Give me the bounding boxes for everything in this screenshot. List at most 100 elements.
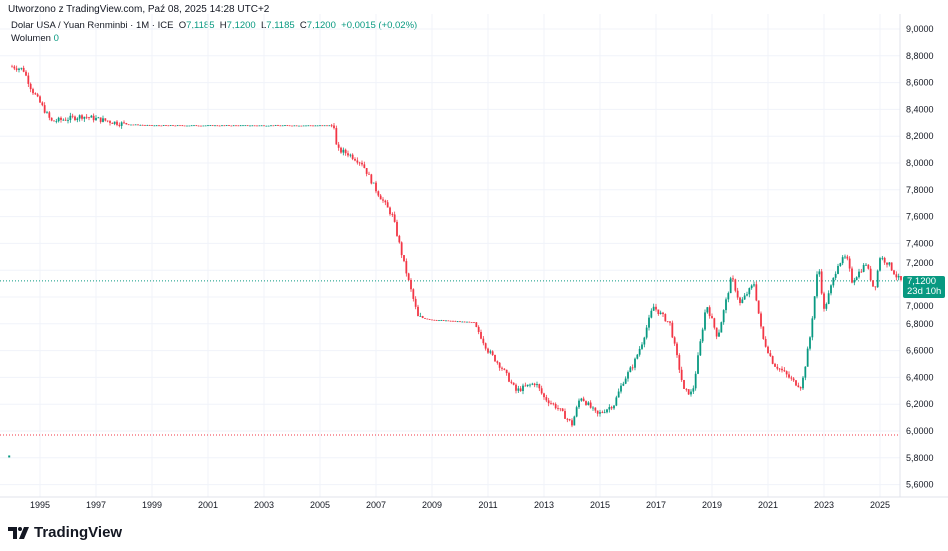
candle bbox=[886, 262, 888, 265]
candle bbox=[564, 411, 566, 419]
candle bbox=[291, 125, 293, 127]
candle bbox=[8, 455, 11, 458]
candle bbox=[53, 120, 55, 122]
candle bbox=[832, 277, 835, 286]
candle bbox=[225, 125, 228, 127]
candle bbox=[690, 391, 692, 395]
candle bbox=[277, 125, 279, 127]
candle bbox=[720, 322, 723, 333]
candle bbox=[158, 125, 160, 127]
candle bbox=[655, 306, 657, 310]
y-tick-label: 5,6000 bbox=[906, 480, 934, 490]
candle bbox=[174, 125, 177, 127]
candle bbox=[587, 402, 590, 405]
candle bbox=[46, 112, 48, 114]
candle bbox=[631, 367, 634, 369]
candle bbox=[568, 419, 571, 421]
candle bbox=[396, 221, 398, 236]
candle bbox=[386, 202, 389, 208]
candle bbox=[146, 125, 149, 126]
candle bbox=[141, 124, 144, 126]
candle bbox=[321, 125, 324, 127]
candle bbox=[351, 154, 354, 159]
candle bbox=[372, 182, 375, 184]
candle bbox=[853, 280, 856, 283]
candle bbox=[876, 270, 879, 288]
candle bbox=[666, 321, 669, 323]
candle bbox=[249, 125, 251, 127]
candle bbox=[547, 400, 550, 404]
x-tick-label: 2001 bbox=[198, 500, 218, 510]
candle bbox=[580, 398, 583, 401]
candle bbox=[816, 274, 818, 297]
candle bbox=[13, 66, 16, 69]
candle bbox=[774, 363, 776, 367]
candle bbox=[424, 318, 426, 319]
candle bbox=[11, 66, 13, 68]
y-tick-label: 7,6000 bbox=[906, 212, 934, 222]
candle bbox=[214, 125, 216, 127]
candle bbox=[258, 125, 261, 127]
candle bbox=[505, 369, 508, 374]
candle bbox=[190, 125, 193, 127]
candle bbox=[162, 125, 165, 127]
candle bbox=[692, 388, 695, 392]
y-tick-label: 8,6000 bbox=[906, 78, 934, 88]
candle bbox=[785, 371, 788, 375]
candle bbox=[55, 121, 58, 122]
candle bbox=[251, 125, 254, 127]
candle bbox=[708, 307, 711, 317]
candle bbox=[104, 118, 107, 121]
x-tick-label: 1999 bbox=[142, 500, 162, 510]
candle bbox=[43, 105, 46, 113]
candle bbox=[802, 377, 804, 389]
candle bbox=[575, 407, 578, 417]
candle bbox=[711, 316, 713, 319]
candle bbox=[722, 310, 725, 323]
x-tick-label: 2009 bbox=[422, 500, 442, 510]
candle bbox=[127, 124, 130, 126]
candle bbox=[377, 191, 380, 196]
candle bbox=[792, 378, 795, 381]
candle bbox=[652, 306, 655, 311]
candle bbox=[181, 125, 184, 127]
candle bbox=[799, 387, 802, 389]
created-caption: Utworzono z TradingView.com, Paź 08, 202… bbox=[8, 4, 270, 15]
candle bbox=[20, 67, 23, 69]
candle bbox=[867, 264, 870, 269]
candle bbox=[664, 314, 667, 322]
symbol-name[interactable]: Dolar USA / Yuan Renminbi · 1M · ICE bbox=[11, 20, 174, 31]
candle bbox=[382, 199, 384, 201]
candle bbox=[669, 321, 671, 323]
candle bbox=[218, 125, 221, 127]
candle bbox=[263, 125, 265, 127]
candle bbox=[354, 158, 356, 161]
candle bbox=[536, 384, 538, 386]
volume-label[interactable]: Wolumen bbox=[11, 33, 51, 44]
candle bbox=[540, 388, 543, 394]
candle bbox=[74, 116, 76, 120]
candle bbox=[365, 168, 368, 174]
candle bbox=[333, 125, 335, 129]
candle bbox=[778, 368, 781, 370]
candle bbox=[685, 388, 688, 390]
candle bbox=[405, 261, 408, 274]
candle bbox=[545, 397, 548, 401]
candle bbox=[641, 344, 643, 349]
candle bbox=[111, 122, 114, 124]
candle bbox=[617, 391, 620, 398]
tradingview-logo[interactable]: TradingView bbox=[8, 524, 122, 541]
candle bbox=[340, 147, 342, 153]
y-tick-label: 9,0000 bbox=[906, 24, 934, 34]
candle bbox=[823, 293, 825, 309]
candle bbox=[683, 380, 685, 389]
candle bbox=[771, 356, 774, 364]
candle bbox=[326, 125, 328, 127]
candle bbox=[389, 207, 391, 215]
candle bbox=[704, 312, 706, 330]
candle bbox=[120, 122, 123, 126]
low-value: 7,1185 bbox=[266, 20, 295, 31]
candle bbox=[848, 258, 851, 269]
x-tick-label: 2025 bbox=[870, 500, 890, 510]
